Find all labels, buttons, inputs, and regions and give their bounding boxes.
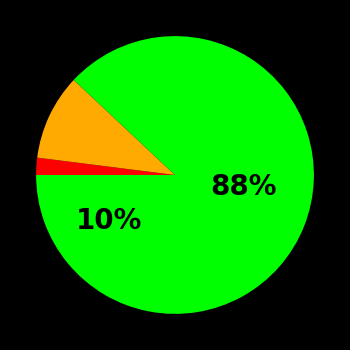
Wedge shape <box>36 36 314 314</box>
Text: 88%: 88% <box>210 173 276 201</box>
Wedge shape <box>37 80 175 175</box>
Wedge shape <box>36 158 175 175</box>
Text: 10%: 10% <box>76 207 142 235</box>
